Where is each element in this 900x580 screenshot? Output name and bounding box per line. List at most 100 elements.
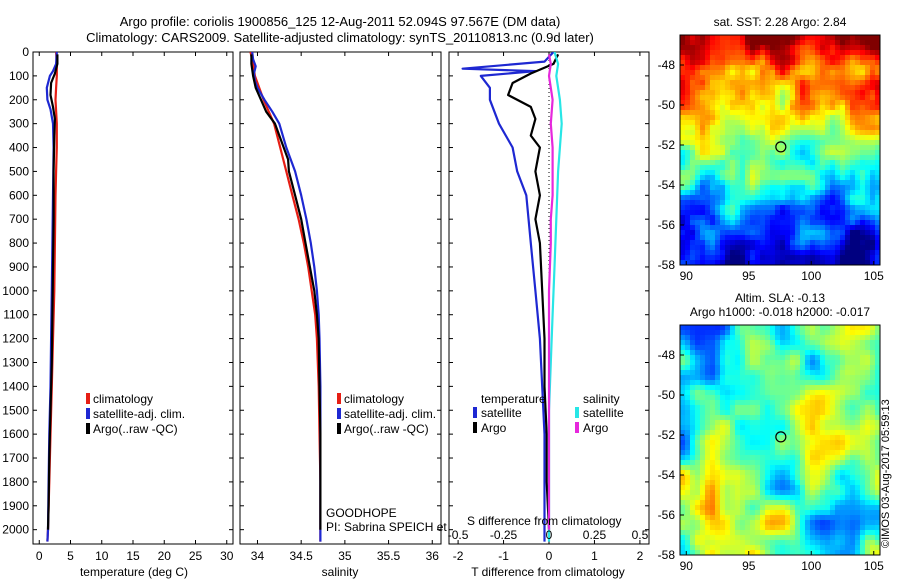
heatmap-cell: [790, 440, 796, 446]
heatmap-cell: [740, 245, 746, 251]
heatmap-cell: [730, 510, 736, 516]
heatmap-cell: [870, 130, 876, 136]
heatmap-cell: [760, 80, 766, 86]
heatmap-cell: [725, 255, 731, 261]
heatmap-cell: [825, 385, 831, 391]
heatmap-cell: [725, 200, 731, 206]
heatmap-cell: [720, 370, 726, 376]
heatmap-cell: [835, 75, 841, 81]
heatmap-cell: [875, 230, 880, 236]
heatmap-cell: [715, 495, 721, 501]
heatmap-cell: [825, 150, 831, 156]
heatmap-cell: [700, 530, 706, 536]
heatmap-cell: [725, 545, 731, 551]
heatmap-cell: [815, 120, 821, 126]
heatmap-cell: [730, 345, 736, 351]
heatmap-cell: [845, 80, 851, 86]
heatmap-cell: [790, 50, 796, 56]
heatmap-cell: [775, 510, 781, 516]
heatmap-cell: [750, 510, 756, 516]
heatmap-cell: [690, 350, 696, 356]
heatmap-cell: [780, 335, 786, 341]
heatmap-cell: [705, 105, 711, 111]
heatmap-cell: [780, 45, 786, 51]
heatmap-cell: [800, 115, 806, 121]
x-tick-label: 20: [158, 549, 172, 563]
heatmap-cell: [725, 120, 731, 126]
heatmap-cell: [770, 155, 776, 161]
heatmap-cell: [685, 250, 691, 256]
heatmap-cell: [700, 135, 706, 141]
heatmap-cell: [790, 150, 796, 156]
heatmap-cell: [865, 335, 871, 341]
heatmap-cell: [690, 145, 696, 151]
heatmap-cell: [755, 55, 761, 61]
legend-swatch-argo: [86, 423, 90, 434]
heatmap-cell: [855, 170, 861, 176]
heatmap-cell: [685, 475, 691, 481]
heatmap-cell: [745, 55, 751, 61]
heatmap-cell: [830, 500, 836, 506]
heatmap-cell: [790, 90, 796, 96]
heatmap-cell: [835, 550, 841, 555]
heatmap-cell: [815, 230, 821, 236]
heatmap-cell: [775, 450, 781, 456]
heatmap-cell: [870, 150, 876, 156]
heatmap-cell: [770, 345, 776, 351]
heatmap-cell: [850, 535, 856, 541]
heatmap-cell: [695, 355, 701, 361]
heatmap-cell: [695, 45, 701, 51]
heatmap-cell: [800, 90, 806, 96]
heatmap-cell: [875, 110, 880, 116]
heatmap-cell: [850, 480, 856, 486]
heatmap-cell: [755, 465, 761, 471]
heatmap-cell: [750, 535, 756, 541]
heatmap-cell: [730, 225, 736, 231]
heatmap-cell: [835, 130, 841, 136]
heatmap-cell: [680, 65, 686, 71]
heatmap-cell: [865, 105, 871, 111]
heatmap-cell: [750, 470, 756, 476]
heatmap-cell: [750, 130, 756, 136]
heatmap-cell: [790, 185, 796, 191]
heatmap-cell: [745, 240, 751, 246]
heatmap-cell: [680, 430, 686, 436]
heatmap-cell: [710, 480, 716, 486]
heatmap-cell: [810, 410, 816, 416]
heatmap-cell: [840, 435, 846, 441]
heatmap-cell: [740, 350, 746, 356]
heatmap-cell: [755, 140, 761, 146]
heatmap-cell: [775, 485, 781, 491]
heatmap-cell: [830, 340, 836, 346]
heatmap-cell: [755, 505, 761, 511]
heatmap-cell: [745, 120, 751, 126]
heatmap-cell: [680, 410, 686, 416]
heatmap-cell: [735, 195, 741, 201]
heatmap-cell: [700, 200, 706, 206]
heatmap-cell: [790, 490, 796, 496]
heatmap-cell: [830, 460, 836, 466]
heatmap-cell: [860, 430, 866, 436]
heatmap-cell: [855, 55, 861, 61]
heatmap-cell: [685, 75, 691, 81]
heatmap-cell: [810, 70, 816, 76]
heatmap-cell: [735, 325, 741, 331]
heatmap-cell: [715, 400, 721, 406]
heatmap-cell: [755, 35, 761, 41]
heatmap-cell: [695, 350, 701, 356]
heatmap-cell: [795, 400, 801, 406]
heatmap-cell: [860, 445, 866, 451]
heatmap-cell: [820, 210, 826, 216]
heatmap-cell: [845, 45, 851, 51]
heatmap-cell: [820, 450, 826, 456]
heatmap-cell: [705, 190, 711, 196]
heatmap-cell: [815, 390, 821, 396]
heatmap-cell: [710, 195, 716, 201]
heatmap-cell: [760, 170, 766, 176]
heatmap-cell: [805, 105, 811, 111]
heatmap-cell: [805, 475, 811, 481]
heatmap-cell: [840, 140, 846, 146]
heatmap-cell: [860, 40, 866, 46]
heatmap-cell: [715, 525, 721, 531]
heatmap-cell: [770, 340, 776, 346]
